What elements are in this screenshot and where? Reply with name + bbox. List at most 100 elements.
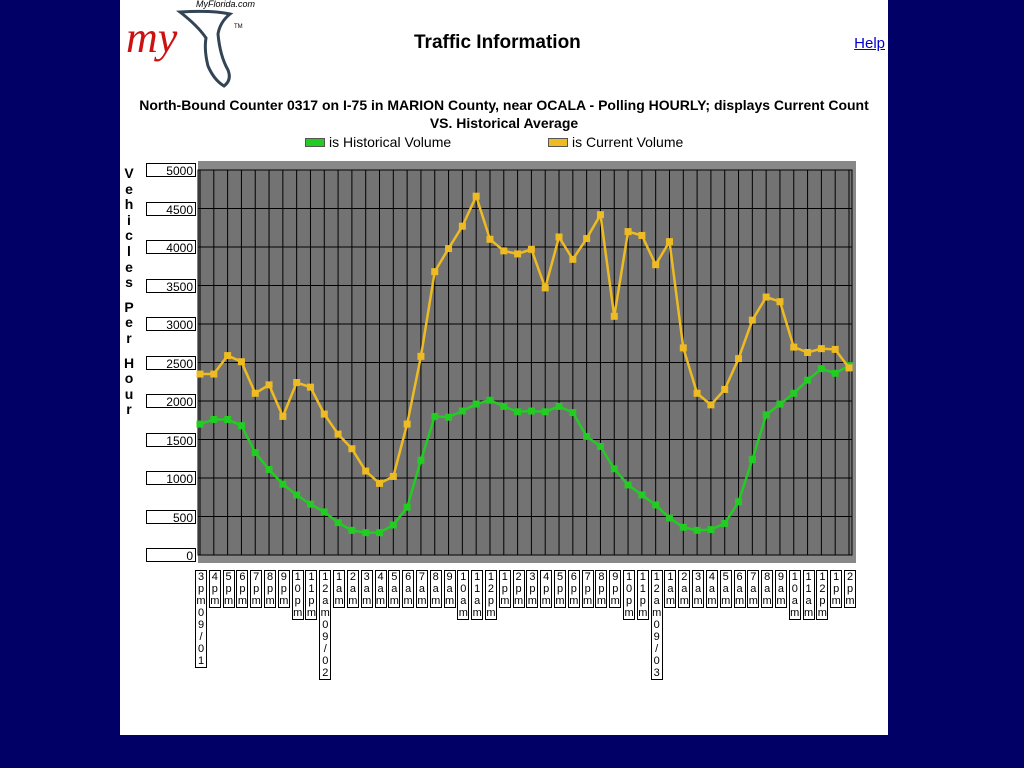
y-tick-label: 1000 [146,471,196,486]
data-point [707,401,715,409]
data-point [665,514,673,522]
legend-entry: is Historical Volume [305,134,451,150]
data-point [610,312,618,320]
data-point [445,413,453,421]
svg-text:TM: TM [234,24,243,30]
data-point [596,211,604,219]
data-point [265,381,273,389]
data-point [569,255,577,263]
x-tick-label: 1 2 a m 0 9/0 2 [319,570,332,680]
data-point [790,389,798,397]
data-point [224,352,232,360]
data-point [279,480,287,488]
data-point [541,284,549,292]
line-chart [196,161,856,563]
data-point [458,222,466,230]
data-point [362,529,370,537]
data-point [293,491,301,499]
data-point [721,385,729,393]
y-tick-label: 1500 [146,432,196,448]
data-point [265,466,273,474]
legend-entry: is Current Volume [548,134,683,150]
data-point [610,465,618,473]
data-point [500,402,508,410]
data-point [389,521,397,529]
data-point [486,396,494,404]
data-point [293,379,301,387]
data-point [431,412,439,420]
x-tick-label: 1 2 a m 0 9/0 3 [650,570,663,680]
logo-site-name: MyFlorida.com [196,0,256,9]
data-point [279,412,287,420]
help-link[interactable]: Help [854,35,885,52]
y-tick-label: 3500 [146,278,196,294]
content-panel: my TM MyFlorida.com Traffic Information … [120,0,888,735]
data-point [624,228,632,236]
data-point [237,358,245,366]
y-tick-label: 0 [146,548,196,563]
data-point [348,445,356,453]
data-point [527,245,535,253]
data-point [679,523,687,531]
data-point [652,501,660,509]
data-point [776,400,784,408]
chart-title: North-Bound Counter 0317 on I-75 in MARI… [139,97,869,131]
logo-text: my [126,13,178,62]
myflorida-logo[interactable]: my TM MyFlorida.com [120,0,270,92]
data-point [624,481,632,489]
data-point [693,526,701,534]
data-point [831,345,839,353]
page-title: Traffic Information [414,32,581,53]
data-point [804,348,812,356]
x-tick-label: 3 p m 0 9/0 1 [195,570,207,668]
data-point [334,430,342,438]
y-tick-label: 2000 [146,394,196,409]
data-point [735,498,743,506]
data-point [831,369,839,377]
data-point [348,526,356,534]
data-point [638,231,646,239]
data-point [362,467,370,475]
y-tick-label: 4500 [146,201,196,217]
data-point [596,442,604,450]
data-point [583,432,591,440]
data-point [776,298,784,306]
myflorida-logo-icon: my TM [126,9,243,88]
data-point [583,235,591,243]
data-point [817,365,825,373]
legend-label: is Historical Volume [329,134,452,150]
legend-swatch [548,137,568,147]
data-point [679,344,687,352]
